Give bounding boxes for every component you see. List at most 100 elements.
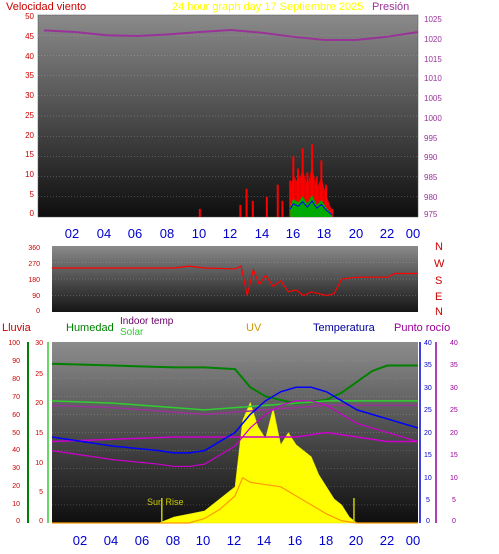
p1-right-tick-975: 975 bbox=[424, 210, 438, 219]
uv-line bbox=[52, 476, 418, 524]
panel3-series bbox=[51, 362, 419, 524]
temp-tick-30: 30 bbox=[424, 385, 432, 392]
p1-hour-18: 18 bbox=[317, 226, 331, 241]
p1-right-tick-995: 995 bbox=[424, 134, 438, 143]
p3-hour-00: 00 bbox=[406, 533, 420, 548]
solar-tick-30: 30 bbox=[35, 340, 43, 347]
p1-left-tick-15: 15 bbox=[25, 150, 34, 159]
p2-letter-n2: N bbox=[435, 306, 443, 318]
p3-hour-08: 08 bbox=[166, 533, 180, 548]
temp-tick-20: 20 bbox=[424, 430, 432, 437]
rain-tick-40: 40 bbox=[12, 447, 20, 454]
p1-hour-22: 22 bbox=[380, 226, 394, 241]
p1-right-tick-985: 985 bbox=[424, 173, 438, 182]
dew-tick-25: 25 bbox=[450, 407, 458, 414]
dew-tick-20: 20 bbox=[450, 430, 458, 437]
p1-right-tick-1010: 1010 bbox=[424, 74, 442, 83]
p1-right-tick-990: 990 bbox=[424, 153, 438, 162]
p1-hour-12: 12 bbox=[223, 226, 237, 241]
p1-right-tick-1020: 1020 bbox=[424, 35, 442, 44]
p1-right-tick-1025: 1025 bbox=[424, 15, 442, 24]
p1-left-tick-45: 45 bbox=[25, 32, 34, 41]
temp-tick-0: 0 bbox=[426, 518, 430, 525]
p2-letter-w: W bbox=[434, 258, 445, 270]
p1-hour-16: 16 bbox=[286, 226, 300, 241]
solar-tick-10: 10 bbox=[35, 460, 43, 467]
dew-tick-5: 5 bbox=[452, 497, 456, 504]
rain-tick-50: 50 bbox=[12, 430, 20, 437]
p1-left-tick-0: 0 bbox=[30, 209, 35, 218]
wind-speed-label: Velocidad viento bbox=[6, 1, 86, 13]
p1-hour-06: 06 bbox=[128, 226, 142, 241]
p1-right-tick-1000: 1000 bbox=[424, 114, 442, 123]
p1-hour-20: 20 bbox=[349, 226, 363, 241]
panel2-gridlines bbox=[52, 262, 418, 296]
p3-hour-22: 22 bbox=[380, 533, 394, 548]
temp-tick-35: 35 bbox=[424, 362, 432, 369]
p3-hour-04: 04 bbox=[104, 533, 118, 548]
temperature-label: Temperatura bbox=[313, 322, 376, 334]
wind-average-area bbox=[290, 195, 333, 217]
temp-tick-10: 10 bbox=[424, 475, 432, 482]
p1-left-tick-40: 40 bbox=[25, 52, 34, 61]
panel3-dew-axis: 40 35 30 25 20 15 10 5 0 bbox=[450, 340, 458, 525]
indoor-temp-label: Indoor temp bbox=[120, 316, 174, 327]
panel2-series bbox=[52, 265, 418, 297]
p3-hour-02: 02 bbox=[73, 533, 87, 548]
p1-left-tick-50: 50 bbox=[25, 12, 34, 21]
pressure-line bbox=[43, 28, 419, 42]
indoor-temp-line bbox=[51, 404, 418, 416]
temp-tick-40: 40 bbox=[424, 340, 432, 347]
solar-tick-15: 15 bbox=[35, 430, 43, 437]
p3-hour-18: 18 bbox=[319, 533, 333, 548]
p1-hour-00: 00 bbox=[406, 226, 420, 241]
humidity-line bbox=[51, 362, 418, 405]
panel3-legend: Lluvia Humedad Indoor temp Solar UV Temp… bbox=[2, 316, 450, 338]
rain-tick-60: 60 bbox=[12, 412, 20, 419]
uv-label: UV bbox=[246, 322, 262, 334]
panel3-hour-axis: 02 04 06 08 10 12 14 16 18 20 22 00 bbox=[73, 533, 420, 548]
panel1-hour-axis: 02 04 06 08 10 12 14 16 18 20 22 00 bbox=[65, 226, 420, 241]
p1-hour-08: 08 bbox=[160, 226, 174, 241]
solar-tick-0: 0 bbox=[39, 518, 43, 525]
panel3-rain-axis: 100 90 80 70 60 50 40 30 20 10 0 bbox=[8, 340, 20, 525]
panel2-right-axis: N W S E N bbox=[434, 241, 445, 318]
dew-tick-15: 15 bbox=[450, 452, 458, 459]
p1-hour-04: 04 bbox=[97, 226, 111, 241]
rain-tick-0: 0 bbox=[16, 518, 20, 525]
p3-hour-12: 12 bbox=[227, 533, 241, 548]
p1-right-tick-1005: 1005 bbox=[424, 94, 442, 103]
wind-average-line bbox=[289, 200, 333, 216]
p2-letter-s: S bbox=[435, 275, 442, 287]
dew-tick-0: 0 bbox=[452, 518, 456, 525]
p1-hour-10: 10 bbox=[192, 226, 206, 241]
p3-hour-20: 20 bbox=[349, 533, 363, 548]
p2-tick-270: 270 bbox=[28, 261, 40, 268]
chart-title: 24 hour graph day 17 Septiembre 2025 bbox=[172, 1, 363, 13]
panel3-temp-axis: 40 35 30 25 20 15 10 5 0 bbox=[424, 340, 432, 525]
p2-letter-e: E bbox=[435, 291, 442, 303]
humidity-label: Humedad bbox=[66, 322, 114, 334]
solar-tick-20: 20 bbox=[35, 400, 43, 407]
panel2-left-axis: 360 270 180 90 0 bbox=[28, 245, 40, 315]
rain-tick-20: 20 bbox=[12, 483, 20, 490]
rain-tick-100: 100 bbox=[8, 340, 20, 347]
panel1-series bbox=[43, 28, 419, 217]
apparent-temp-line bbox=[51, 400, 419, 468]
panel1-right-axis: 1025 1020 1015 1010 1005 1000 995 990 98… bbox=[424, 15, 442, 219]
p3-hour-14: 14 bbox=[257, 533, 271, 548]
dew-tick-30: 30 bbox=[450, 385, 458, 392]
panel3-solar-axis: 30 25 20 15 10 5 0 bbox=[35, 340, 43, 525]
p1-right-tick-1015: 1015 bbox=[424, 55, 442, 64]
pressure-label: Presión bbox=[372, 1, 409, 13]
p1-left-tick-10: 10 bbox=[25, 170, 34, 179]
p2-tick-0: 0 bbox=[36, 308, 40, 315]
p2-letter-n1: N bbox=[435, 241, 443, 253]
rain-tick-30: 30 bbox=[12, 465, 20, 472]
temp-tick-5: 5 bbox=[426, 497, 430, 504]
dewpoint-label: Punto rocío bbox=[394, 322, 450, 334]
panel1-left-axis: 50 45 40 35 30 25 20 15 10 5 0 bbox=[25, 12, 34, 218]
temp-tick-25: 25 bbox=[424, 407, 432, 414]
rain-tick-90: 90 bbox=[12, 358, 20, 365]
p1-right-tick-980: 980 bbox=[424, 193, 438, 202]
